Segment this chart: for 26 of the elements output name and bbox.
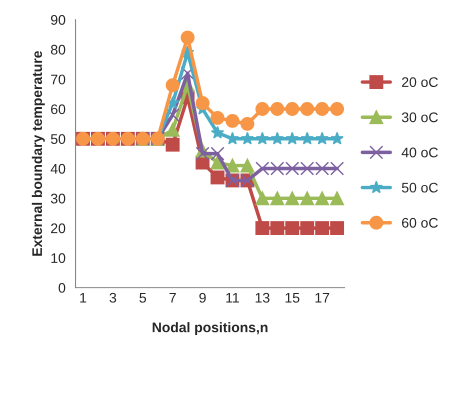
x-tick-label: 15	[286, 292, 300, 303]
x-tick-label: 5	[139, 292, 146, 303]
x-tick-label: 3	[110, 292, 116, 303]
y-tick-label: 70	[51, 74, 66, 84]
x-tick-label: 9	[199, 292, 206, 303]
y-tick-label: 50	[50, 134, 66, 144]
legend-label: 60 oC	[402, 218, 438, 228]
x-tick-label: 11	[226, 292, 239, 303]
x-tick-label: 17	[315, 292, 330, 303]
legend-label: 40 oC	[402, 148, 438, 158]
y-tick-label: 80	[50, 44, 66, 55]
y-tick-label: 60	[51, 104, 66, 114]
y-tick-label: 40	[50, 164, 66, 174]
x-tick-label: 7	[170, 292, 176, 303]
y-tick-label: 20	[51, 223, 66, 234]
legend-label: 30 oC	[402, 112, 438, 122]
x-tick-label: 13	[256, 292, 270, 303]
legend-label: 20 oC	[402, 77, 438, 88]
legend-label: 50 oC	[402, 182, 438, 193]
x-axis-title: Nodal positions,n	[152, 322, 268, 336]
y-tick-label: 30	[50, 194, 66, 204]
y-tick-label: 90	[51, 15, 66, 25]
y-tick-label: 10	[51, 253, 66, 264]
y-axis-title: External boundary temperature	[32, 51, 45, 256]
x-tick-label: 1	[80, 292, 86, 303]
y-tick-label: 0	[58, 282, 66, 293]
